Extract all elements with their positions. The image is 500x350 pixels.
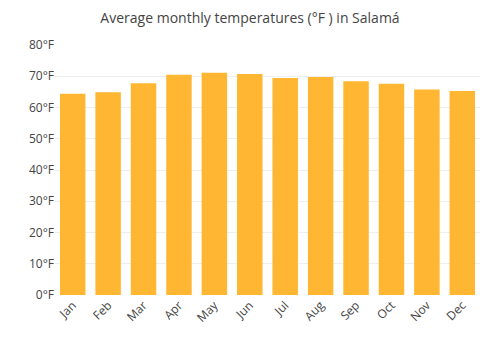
svg-text:Sep: Sep: [336, 297, 363, 324]
svg-text:Average monthly temperatures (: Average monthly temperatures (°F ) in Sa…: [100, 8, 399, 27]
svg-text:30°F: 30°F: [29, 192, 54, 209]
svg-text:20°F: 20°F: [29, 224, 54, 241]
svg-text:Aug: Aug: [300, 297, 328, 325]
svg-text:Jan: Jan: [55, 297, 80, 322]
svg-text:Feb: Feb: [89, 297, 115, 323]
svg-text:Jul: Jul: [270, 297, 292, 319]
svg-text:60°F: 60°F: [29, 99, 54, 116]
svg-text:40°F: 40°F: [29, 161, 54, 178]
svg-text:70°F: 70°F: [29, 67, 54, 84]
svg-text:0°F: 0°F: [36, 286, 54, 303]
svg-text:Nov: Nov: [406, 297, 434, 325]
svg-text:80°F: 80°F: [29, 36, 54, 53]
svg-text:Jun: Jun: [231, 297, 256, 322]
svg-text:Dec: Dec: [442, 297, 469, 324]
svg-text:Mar: Mar: [123, 297, 151, 325]
svg-text:10°F: 10°F: [29, 255, 54, 272]
svg-text:May: May: [193, 296, 222, 325]
svg-text:Oct: Oct: [373, 297, 399, 323]
svg-text:Apr: Apr: [160, 297, 186, 323]
svg-text:50°F: 50°F: [29, 130, 54, 147]
